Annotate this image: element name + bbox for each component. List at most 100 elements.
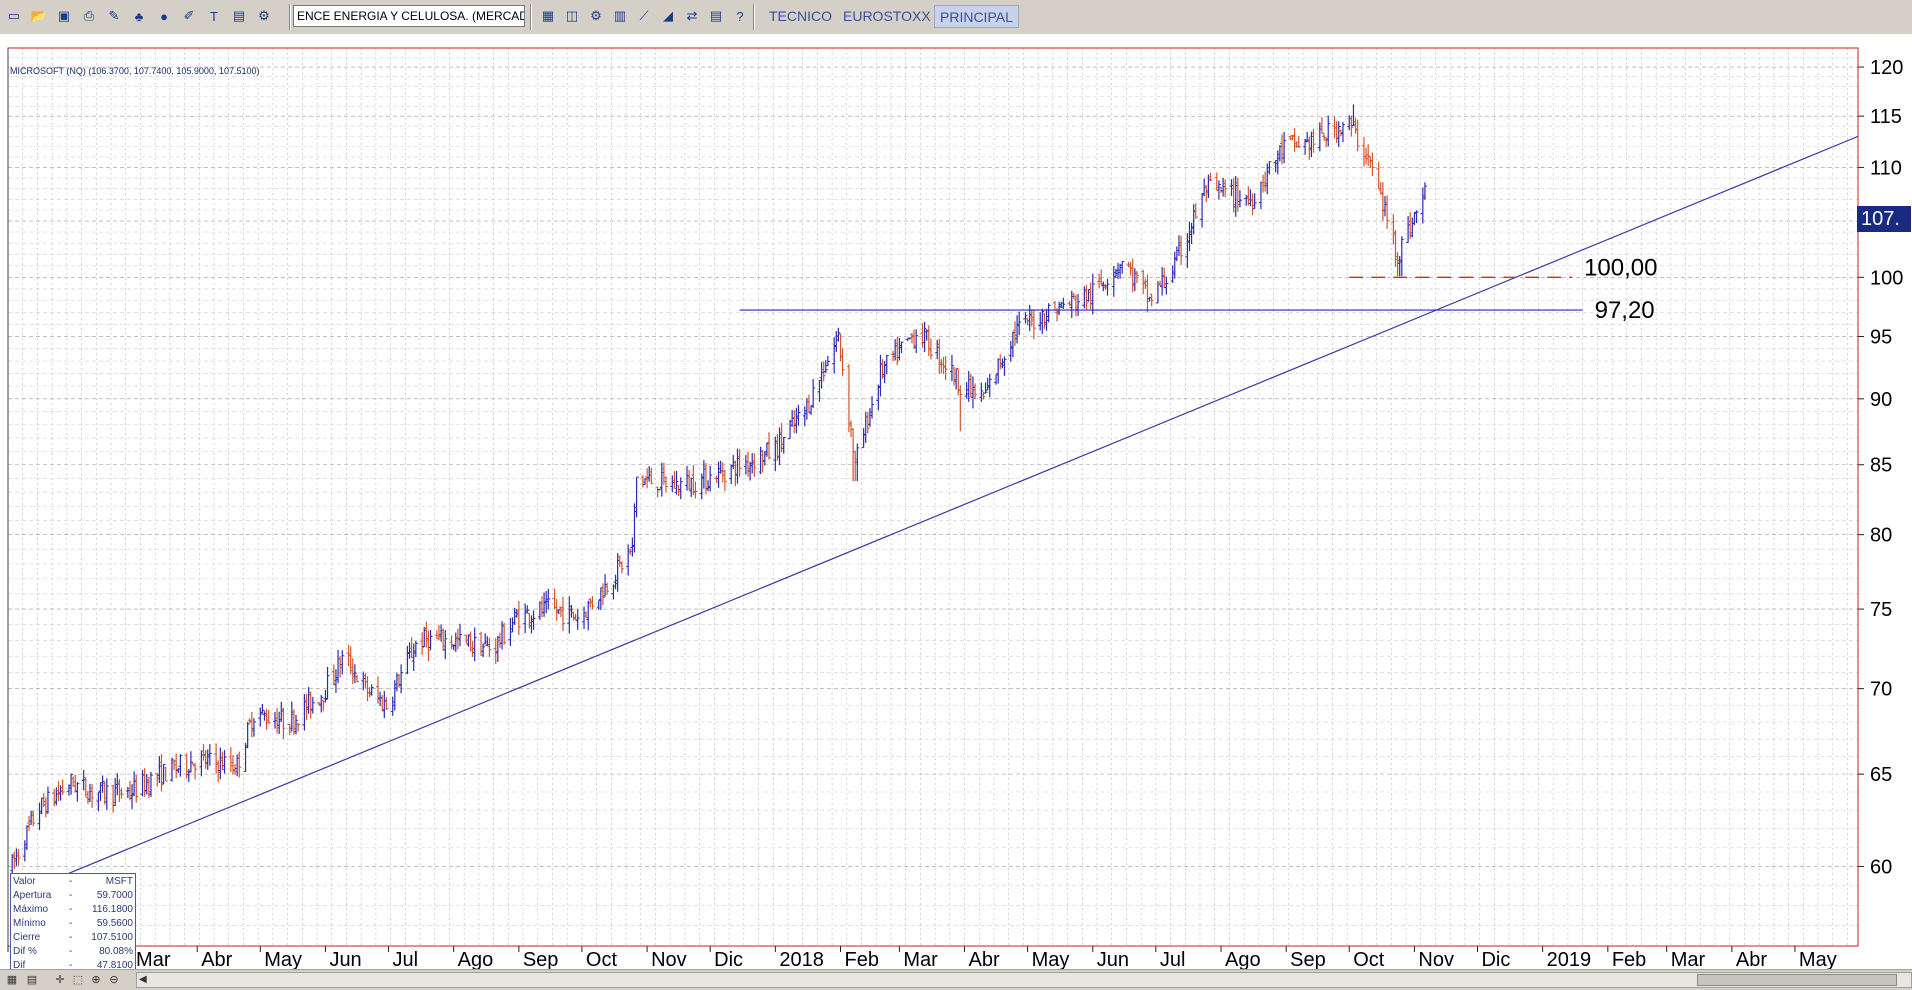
info-value: MSFT — [105, 876, 133, 887]
tab-principal[interactable]: PRINCIPAL — [934, 5, 1019, 28]
info-dash: - — [69, 876, 73, 887]
x-tick-label: Dic — [714, 949, 743, 969]
symbol-selector[interactable]: ENCE ENERGIA Y CELULOSA. (MERCADO C — [293, 5, 525, 27]
info-value: 59.7000 — [96, 890, 133, 901]
toolbar: ▭ 📂 ▣ ⎙ ✎ ♣ ● ✐ T ▤ ⚙ ENCE ENERGIA Y CELULOSA. (ME… — [0, 0, 1912, 35]
y-tick-label: 75 — [1870, 599, 1892, 621]
y-tick-label: 65 — [1870, 764, 1892, 786]
scrollbar-thumb[interactable] — [1697, 974, 1897, 986]
scale-icon[interactable]: ▤ — [26, 974, 38, 986]
info-row: Apertura - 59.7000 — [13, 889, 133, 902]
status-bar: ▦ ▤ ✛ ⬚ ⊕ ⊖ ◀ — [0, 969, 1912, 990]
x-tick-label: Sep — [1290, 949, 1326, 969]
table-icon[interactable]: ▦ — [541, 8, 555, 23]
chart-title: MICROSOFT (NQ) (106.3700, 107.7400, 105.… — [10, 66, 260, 76]
toolbar-separator — [753, 4, 755, 30]
x-tick-label: May — [1799, 949, 1837, 969]
settings-icon[interactable]: ⚙ — [258, 8, 270, 23]
info-label: Valor — [13, 876, 36, 887]
color-icon[interactable]: ● — [160, 8, 168, 24]
x-tick-label: Mar — [903, 949, 938, 969]
x-tick-label: Mar — [1671, 949, 1706, 969]
info-label: Mínimo — [13, 918, 46, 929]
y-tick-label: 80 — [1870, 525, 1892, 547]
toolbar-separator — [530, 4, 532, 30]
new-icon[interactable]: ▭ — [7, 8, 21, 23]
x-tick-label: Ago — [1225, 949, 1261, 969]
zoom-in-icon[interactable]: ⊕ — [91, 974, 101, 986]
indicator-icon[interactable]: ◫ — [565, 8, 579, 23]
edit-icon[interactable]: ✎ — [108, 8, 120, 23]
y-tick-label: 70 — [1870, 679, 1892, 701]
zoom-out-icon[interactable]: ⊖ — [109, 974, 119, 986]
info-panel: Valor - MSFT Apertura - 59.7000 Máximo - 116.180… — [10, 873, 136, 974]
help-icon[interactable]: ? — [736, 8, 744, 24]
area-chart-icon[interactable]: ◢ — [663, 8, 673, 23]
text-icon[interactable]: T — [210, 8, 218, 24]
info-dash: - — [69, 932, 73, 943]
x-tick-label: May — [1032, 949, 1070, 969]
chart-type-icon[interactable]: ▤ — [232, 8, 246, 23]
info-row: Máximo - 116.1800 — [13, 903, 133, 916]
info-value: 59.5600 — [96, 918, 133, 929]
compare-icon[interactable]: ⇄ — [686, 8, 698, 23]
last-price-marker: 107. — [1857, 206, 1911, 232]
tab-tecnico[interactable]: TECNICO — [769, 8, 832, 24]
x-tick-label: Nov — [1418, 949, 1454, 969]
trendline — [47, 135, 1859, 883]
x-tick-label: Oct — [586, 949, 618, 969]
x-tick-label: Feb — [845, 949, 879, 969]
y-tick-label: 120 — [1870, 57, 1903, 79]
price-chart[interactable]: 60657075808590951001051101151202017FebMa… — [0, 34, 1912, 969]
info-dash: - — [69, 918, 73, 929]
info-dash: - — [69, 904, 73, 915]
chart-area[interactable]: 60657075808590951001051101151202017FebMa… — [0, 34, 1912, 974]
tree-icon[interactable]: ♣ — [134, 8, 144, 24]
crosshair-icon[interactable]: ✛ — [55, 974, 65, 986]
info-dash: - — [69, 890, 73, 901]
info-label: Dif — [13, 960, 26, 971]
info-value: 116.1800 — [92, 904, 133, 915]
y-tick-label: 100 — [1870, 267, 1903, 289]
bars-icon[interactable]: ▥ — [613, 8, 627, 23]
x-tick-label: Jul — [393, 949, 419, 969]
gear-icon[interactable]: ⚙ — [590, 8, 602, 23]
info-value: 80.08% — [99, 946, 133, 957]
grid-toggle-icon[interactable]: ▦ — [6, 974, 18, 986]
info-row: Dif % - 80.08% — [13, 945, 133, 958]
toolbar-separator — [289, 4, 291, 30]
open-icon[interactable]: 📂 — [30, 8, 48, 23]
info-value: 107.5100 — [91, 932, 133, 943]
horizontal-scrollbar[interactable]: ◀ — [136, 972, 1912, 988]
info-row: Cierre - 107.5100 — [13, 931, 133, 944]
zoom-area-icon[interactable]: ⬚ — [72, 974, 84, 986]
print-icon[interactable]: ⎙ — [83, 8, 95, 23]
resistance-label: 100,00 — [1584, 254, 1657, 281]
save-icon[interactable]: ▣ — [57, 8, 71, 23]
x-tick-label: Jun — [329, 949, 361, 969]
x-tick-label: Dic — [1481, 949, 1510, 969]
x-tick-label: Ago — [458, 949, 494, 969]
x-tick-label: Sep — [523, 949, 559, 969]
report-icon[interactable]: ▤ — [709, 8, 723, 23]
x-tick-label: 2018 — [779, 949, 824, 969]
y-tick-label: 60 — [1870, 856, 1892, 878]
info-dash: - — [69, 946, 73, 957]
draw-icon[interactable]: ✐ — [183, 8, 195, 23]
y-tick-label: 95 — [1870, 326, 1892, 348]
info-row: Dif - 47.8100 — [13, 959, 133, 972]
x-tick-label: Oct — [1353, 949, 1385, 969]
info-label: Máximo — [13, 904, 49, 915]
plot-frame — [7, 47, 1859, 947]
info-label: Apertura — [13, 890, 52, 901]
info-row: Valor - MSFT — [13, 875, 133, 888]
info-dash: - — [69, 960, 73, 971]
x-tick-label: Abr — [1736, 949, 1767, 969]
y-tick-label: 110 — [1870, 157, 1902, 179]
x-tick-label: Abr — [969, 949, 1000, 969]
tab-eurostoxx[interactable]: EUROSTOXX — [843, 8, 931, 24]
scroll-left-icon[interactable]: ◀ — [139, 974, 147, 985]
x-tick-label: 2019 — [1547, 949, 1592, 969]
x-tick-label: Jun — [1097, 949, 1129, 969]
line-chart-icon[interactable]: ⟋ — [639, 8, 649, 23]
